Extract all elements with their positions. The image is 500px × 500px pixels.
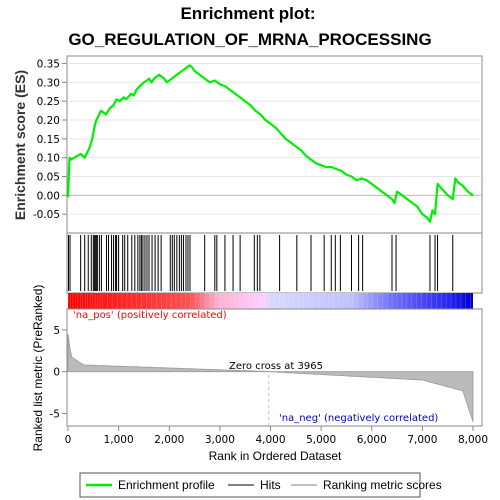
es-y-tick-label: 0.35 xyxy=(37,59,60,71)
metric-y-tick-label: 5 xyxy=(53,325,60,337)
metric-y-tick-label: -5 xyxy=(50,408,60,420)
neg-correlated-label: 'na_neg' (negatively correlated) xyxy=(279,413,438,424)
enrichment-profile-line xyxy=(66,64,474,223)
legend-label: Ranking metric scores xyxy=(323,478,442,492)
es-y-tick-label: 0.00 xyxy=(37,190,60,202)
es-y-tick-label: 0.20 xyxy=(37,115,60,127)
metric-y-axis-label: Ranked list metric (PreRanked) xyxy=(31,285,45,452)
es-y-tick-label: 0.15 xyxy=(37,134,60,146)
x-tick-label: 0 xyxy=(65,434,72,446)
hits-marks xyxy=(68,235,454,291)
es-y-tick-label: 0.25 xyxy=(37,96,60,108)
hits-panel-frame xyxy=(66,232,483,294)
pos-correlated-label: 'na_pos' (positively correlated) xyxy=(73,310,227,321)
legend: Enrichment profile Hits Ranking metric sco… xyxy=(86,478,442,492)
x-axis-label: Rank in Ordered Dataset xyxy=(209,449,342,463)
es-y-tick-label: 0.05 xyxy=(37,172,60,184)
ranking-metric-area xyxy=(67,334,474,422)
es-y-ticks: 0.35 0.30 0.25 0.20 0.15 0.10 0.05 0.00 -0.05 xyxy=(33,59,67,221)
x-tick-label: 3,000 xyxy=(205,434,235,446)
es-y-axis-label: Enrichment score (ES) xyxy=(12,70,28,220)
ranking-color-bar xyxy=(68,293,473,309)
legend-label: Hits xyxy=(260,478,281,492)
x-tick-label: 1,000 xyxy=(104,434,134,446)
metric-y-tick-label: 0 xyxy=(53,367,60,379)
chart-title-line1: Enrichment plot: xyxy=(180,4,315,23)
es-y-tick-label: -0.05 xyxy=(33,209,60,221)
x-axis-ticks: 0 1,000 2,000 3,000 4,000 5,000 6,000 7,000 8,00… xyxy=(65,426,488,446)
es-gridlines xyxy=(67,63,482,215)
ranking-bar-strokes xyxy=(67,293,471,309)
legend-label: Enrichment profile xyxy=(118,478,215,492)
metric-y-ticks: 5 0 -5 xyxy=(50,325,67,420)
es-y-tick-label: 0.10 xyxy=(37,153,60,165)
x-tick-label: 5,000 xyxy=(306,434,336,446)
zero-cross-label: Zero cross at 3965 xyxy=(229,361,323,372)
x-tick-label: 4,000 xyxy=(255,434,285,446)
es-y-tick-label: 0.30 xyxy=(37,77,60,89)
x-tick-label: 2,000 xyxy=(154,434,184,446)
x-tick-label: 7,000 xyxy=(407,434,437,446)
chart-title-line2: GO_REGULATION_OF_MRNA_PROCESSING xyxy=(68,30,431,49)
x-tick-label: 8,000 xyxy=(458,434,488,446)
x-tick-label: 6,000 xyxy=(357,434,387,446)
